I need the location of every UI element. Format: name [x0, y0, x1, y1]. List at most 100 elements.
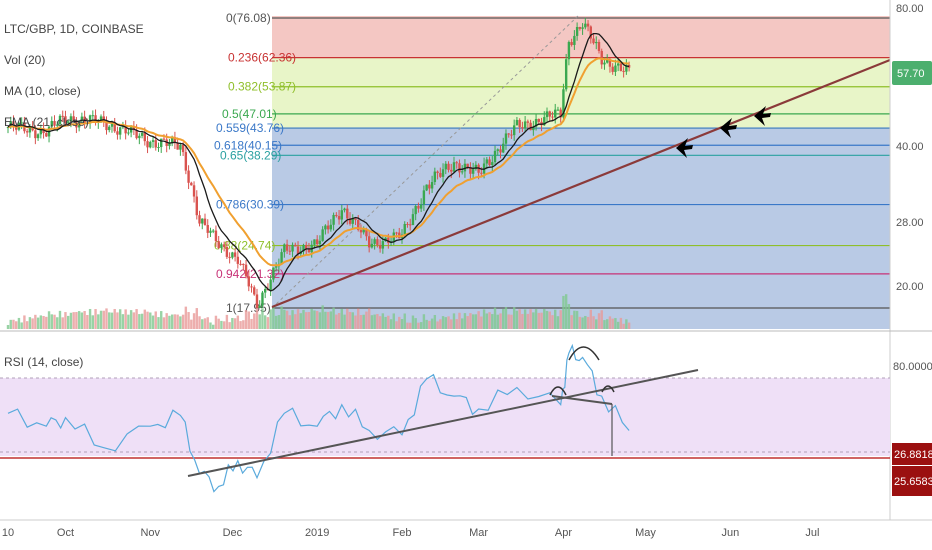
- volume-bar: [318, 312, 322, 329]
- candle-body: [507, 133, 510, 135]
- rsi-legend[interactable]: RSI (14, close): [4, 355, 83, 369]
- candle-body: [477, 164, 480, 173]
- candle-body: [176, 143, 179, 150]
- fib-level-label: 0(76.08): [226, 11, 271, 25]
- volume-bar: [507, 314, 510, 329]
- candle-body: [255, 294, 259, 308]
- volume-bar: [321, 305, 324, 329]
- candle-body: [551, 116, 554, 118]
- candle-body: [378, 244, 382, 249]
- volume-bar: [288, 315, 292, 329]
- candle-body: [575, 27, 579, 36]
- rsi-trendline[interactable]: [187, 369, 699, 477]
- fib-zone-lower: [272, 129, 890, 329]
- volume-bar: [135, 309, 138, 329]
- volume-bar: [521, 313, 524, 329]
- candle-body: [381, 241, 385, 249]
- volume-bar: [274, 315, 278, 329]
- candle-body: [512, 125, 516, 136]
- candle-body: [469, 166, 472, 174]
- ma-legend[interactable]: MA (10, close): [4, 84, 81, 98]
- candle-body: [220, 244, 223, 248]
- volume-bar: [242, 320, 245, 329]
- candle-body: [419, 204, 423, 209]
- candle-body: [545, 111, 549, 118]
- fib-level-label: 0.382(53.87): [228, 80, 296, 94]
- volume-bar: [299, 313, 302, 329]
- volume-bar: [233, 318, 237, 329]
- candle-body: [6, 127, 10, 129]
- volume-bar: [359, 315, 363, 329]
- candle-body: [367, 236, 371, 248]
- candle-body: [502, 143, 505, 153]
- volume-bar: [488, 312, 491, 329]
- volume-bar: [28, 317, 32, 329]
- volume-bar: [201, 319, 204, 329]
- volume-bar: [477, 311, 480, 329]
- volume-bar: [143, 309, 147, 329]
- candle-body: [471, 169, 475, 174]
- head-arc: [568, 346, 600, 361]
- candle-body: [493, 150, 497, 163]
- volume-bar: [603, 320, 606, 329]
- volume-bar: [592, 316, 595, 329]
- volume-bar: [562, 295, 565, 329]
- volume-bar: [56, 317, 59, 329]
- ema-legend[interactable]: EMA (21, close): [4, 115, 89, 129]
- volume-bar: [165, 313, 168, 329]
- candle-body: [15, 126, 18, 130]
- fib-level-label: 0.942(21.32): [216, 267, 284, 281]
- volume-bar: [409, 322, 412, 329]
- last-price-tag: 57.70: [892, 61, 932, 85]
- volume-bar: [110, 312, 114, 329]
- last-price-value: 57.70: [897, 68, 925, 80]
- candle-body: [53, 121, 56, 126]
- volume-bar: [351, 312, 354, 329]
- volume-bar: [209, 322, 212, 329]
- volume-bar: [515, 310, 519, 329]
- candle-body: [12, 121, 15, 127]
- vol-legend[interactable]: Vol (20): [4, 53, 45, 67]
- volume-bar: [532, 312, 535, 329]
- volume-bar: [283, 309, 286, 329]
- volume-bar: [313, 310, 316, 329]
- volume-bar: [340, 308, 344, 329]
- fib-level-label: 0.236(62.36): [228, 51, 296, 65]
- candle-body: [436, 171, 439, 174]
- volume-bar: [61, 317, 64, 329]
- volume-bar: [6, 325, 10, 329]
- fib-zones: [272, 16, 890, 329]
- volume-bar: [20, 322, 23, 329]
- candle-body: [466, 163, 469, 167]
- symbol-title[interactable]: LTC/GBP, 1D, COINBASE: [4, 22, 144, 36]
- fib-level-label: 0.65(38.29): [220, 148, 281, 162]
- volume-bar: [332, 307, 335, 329]
- candle-body: [463, 163, 467, 172]
- volume-bar: [198, 316, 201, 329]
- candle-body: [91, 115, 95, 117]
- candle-body: [376, 239, 379, 245]
- volume-bar: [151, 315, 155, 329]
- candle-body: [36, 134, 40, 139]
- volume-bar: [354, 315, 357, 329]
- candle-body: [239, 263, 242, 265]
- volume-bar: [512, 307, 516, 329]
- volume-bar: [493, 307, 497, 329]
- candle-body: [335, 214, 338, 217]
- candle-body: [258, 305, 261, 308]
- volume-bar: [192, 313, 196, 329]
- candle-body: [272, 267, 275, 280]
- candle-body: [58, 115, 62, 125]
- candle-body: [274, 266, 278, 268]
- candle-body: [606, 59, 609, 63]
- volume-bar: [195, 308, 198, 329]
- volume-bar: [370, 315, 374, 329]
- candle-body: [118, 127, 122, 135]
- candle-body: [45, 133, 48, 137]
- volume-bar: [411, 315, 415, 329]
- volume-bar: [578, 316, 582, 329]
- support-trendline[interactable]: [271, 58, 891, 309]
- volume-bar: [69, 312, 73, 329]
- rsi-tag-2: 25.6583: [894, 476, 932, 488]
- volume-bar: [277, 315, 281, 329]
